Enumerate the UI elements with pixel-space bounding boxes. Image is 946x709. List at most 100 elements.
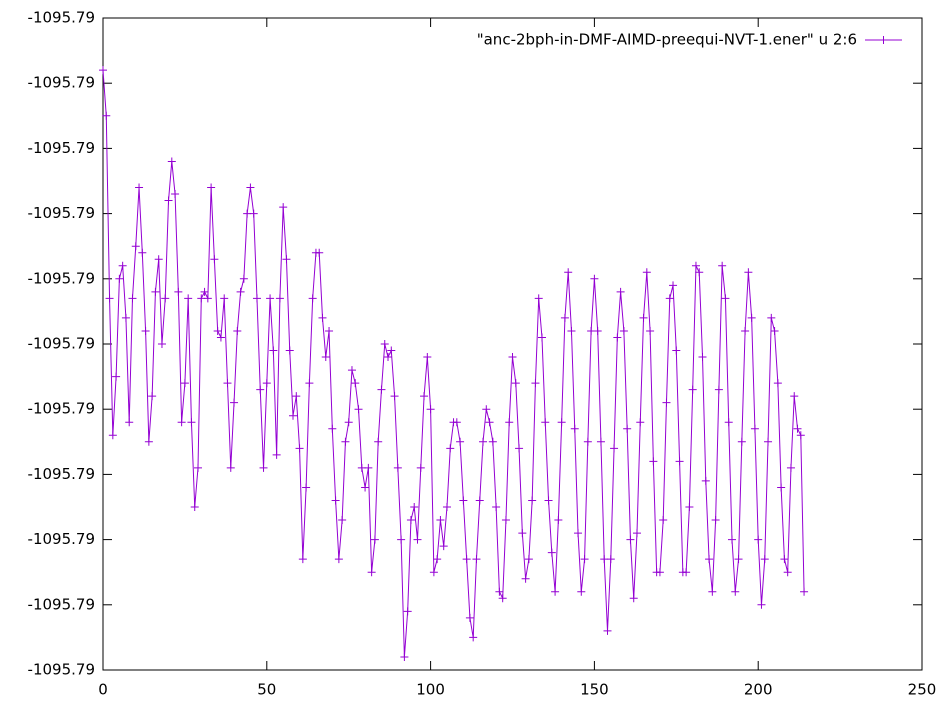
point-marker — [426, 405, 435, 414]
point-marker — [302, 483, 311, 492]
point-marker — [462, 555, 471, 564]
x-tick-label: 0 — [98, 681, 108, 699]
point-marker — [456, 437, 465, 446]
point-marker — [259, 463, 268, 472]
point-marker — [233, 326, 242, 335]
point-marker — [157, 340, 166, 348]
point-marker — [459, 496, 468, 505]
point-marker — [685, 503, 694, 511]
point-marker — [714, 385, 723, 394]
y-tick-label: -1095.79 — [28, 595, 95, 613]
data-line — [102, 70, 805, 657]
point-marker — [518, 529, 527, 538]
point-marker — [252, 294, 261, 303]
point-marker — [557, 418, 566, 427]
point-marker — [318, 313, 327, 322]
x-tick-label: 200 — [744, 681, 773, 699]
point-marker — [131, 242, 140, 251]
point-marker — [334, 555, 343, 564]
point-marker — [698, 353, 707, 362]
point-marker — [393, 463, 402, 472]
point-marker — [429, 568, 438, 577]
point-marker — [727, 535, 736, 544]
point-marker — [701, 476, 710, 485]
point-marker — [420, 392, 429, 401]
point-marker — [295, 444, 304, 453]
point-marker — [642, 268, 651, 277]
point-marker — [737, 437, 746, 446]
point-marker — [718, 261, 727, 270]
point-marker — [361, 483, 370, 492]
point-marker — [691, 261, 700, 270]
point-marker — [308, 294, 317, 303]
point-marker — [216, 333, 225, 342]
point-marker — [115, 274, 124, 283]
point-marker — [344, 418, 353, 427]
point-marker — [793, 424, 802, 433]
point-marker — [220, 294, 229, 303]
point-marker — [298, 555, 307, 564]
point-marker — [659, 516, 668, 525]
point-marker — [367, 568, 376, 577]
point-marker — [200, 287, 209, 296]
point-marker — [354, 405, 363, 414]
point-marker — [465, 613, 474, 622]
point-marker — [773, 379, 782, 388]
point-marker — [321, 353, 330, 362]
point-marker — [203, 294, 212, 303]
point-marker — [177, 418, 186, 427]
point-marker — [488, 437, 497, 446]
point-marker — [406, 516, 415, 525]
point-marker — [675, 457, 684, 466]
point-marker — [590, 274, 599, 283]
point-marker — [174, 287, 183, 296]
point-marker — [606, 555, 615, 564]
point-marker — [649, 457, 658, 466]
point-marker — [574, 529, 583, 538]
point-marker — [331, 496, 340, 505]
y-tick-label: -1095.79 — [28, 661, 95, 679]
point-marker — [796, 431, 805, 440]
point-marker — [167, 157, 176, 166]
y-tick-label: -1095.79 — [28, 204, 95, 222]
point-marker — [734, 555, 743, 564]
point-marker — [403, 607, 412, 616]
y-tick-label: -1095.79 — [28, 465, 95, 483]
point-marker — [498, 594, 507, 603]
point-marker — [452, 418, 461, 427]
point-marker — [285, 346, 294, 355]
point-marker — [472, 555, 481, 564]
point-marker — [423, 353, 432, 362]
point-marker — [623, 424, 632, 433]
point-marker — [511, 379, 520, 388]
y-tick-label: -1095.79 — [28, 139, 95, 157]
point-marker — [534, 294, 543, 303]
point-marker — [397, 535, 406, 544]
point-marker — [741, 326, 750, 335]
point-marker — [596, 437, 605, 446]
point-marker — [374, 437, 383, 446]
point-marker — [583, 437, 592, 446]
point-marker — [767, 313, 776, 322]
point-marker — [567, 326, 576, 335]
point-marker — [148, 392, 157, 401]
point-marker — [531, 379, 540, 388]
point-marker — [102, 111, 111, 120]
point-marker — [780, 555, 789, 564]
point-marker — [501, 516, 510, 525]
point-marker — [724, 418, 733, 427]
point-marker — [400, 652, 409, 661]
point-marker — [626, 535, 635, 544]
point-marker — [521, 574, 530, 583]
point-marker — [187, 418, 196, 427]
point-marker — [138, 248, 147, 257]
point-marker — [705, 555, 714, 564]
point-marker — [577, 587, 586, 596]
point-marker — [446, 444, 455, 453]
point-marker — [570, 424, 579, 433]
point-marker — [492, 503, 501, 511]
point-marker — [515, 444, 524, 453]
point-marker — [603, 626, 612, 635]
point-marker — [619, 326, 628, 335]
point-marker — [112, 372, 121, 381]
